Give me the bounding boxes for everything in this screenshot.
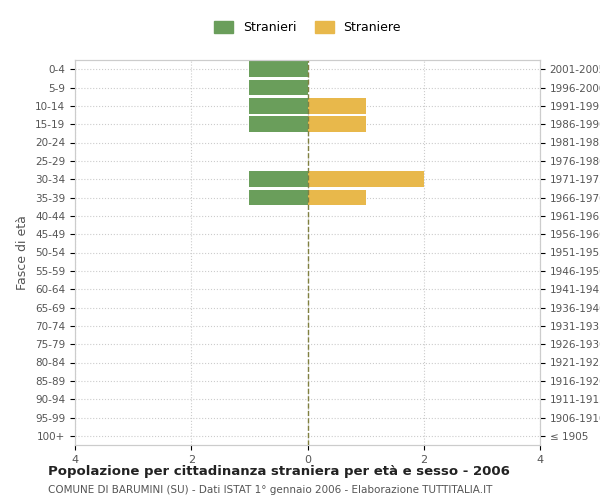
Legend: Stranieri, Straniere: Stranieri, Straniere bbox=[209, 16, 406, 39]
Bar bbox=[250, 116, 308, 132]
Bar bbox=[308, 172, 424, 187]
Text: COMUNE DI BARUMINI (SU) - Dati ISTAT 1° gennaio 2006 - Elaborazione TUTTITALIA.I: COMUNE DI BARUMINI (SU) - Dati ISTAT 1° … bbox=[48, 485, 493, 495]
Bar bbox=[250, 62, 308, 77]
Bar bbox=[308, 98, 365, 114]
Bar bbox=[250, 98, 308, 114]
Bar bbox=[250, 190, 308, 206]
Bar bbox=[250, 80, 308, 96]
Bar bbox=[308, 190, 365, 206]
Bar bbox=[308, 116, 365, 132]
Y-axis label: Fasce di età: Fasce di età bbox=[16, 215, 29, 290]
Y-axis label: Anni di nascita: Anni di nascita bbox=[599, 206, 600, 298]
Text: Popolazione per cittadinanza straniera per età e sesso - 2006: Popolazione per cittadinanza straniera p… bbox=[48, 465, 510, 478]
Bar bbox=[250, 172, 308, 187]
